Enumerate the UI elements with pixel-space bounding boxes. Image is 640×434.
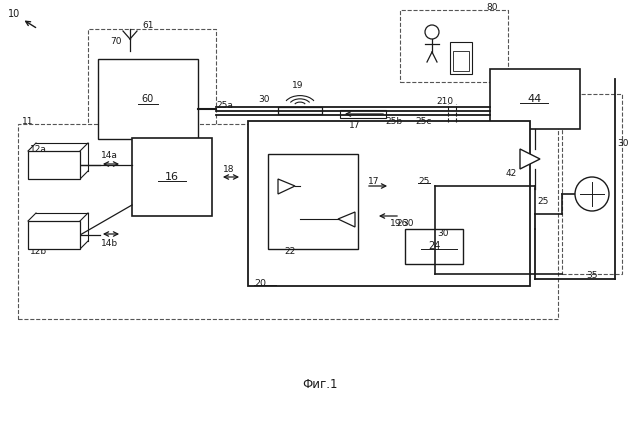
Bar <box>98 59 198 139</box>
Bar <box>132 138 212 216</box>
Text: 24: 24 <box>428 241 440 251</box>
Bar <box>28 151 80 179</box>
Text: 10: 10 <box>8 9 20 19</box>
Bar <box>562 94 622 274</box>
Polygon shape <box>278 179 295 194</box>
Text: 17: 17 <box>368 177 380 185</box>
Text: 18: 18 <box>223 164 234 174</box>
Text: 25b: 25b <box>385 118 402 126</box>
Bar <box>405 229 463 264</box>
Text: 25: 25 <box>418 177 429 185</box>
Text: Фиг.1: Фиг.1 <box>302 378 338 391</box>
Polygon shape <box>520 149 540 169</box>
Polygon shape <box>338 212 355 227</box>
Text: 61: 61 <box>142 22 154 30</box>
Text: 12a: 12a <box>30 145 47 154</box>
Bar <box>88 29 216 149</box>
Text: 14a: 14a <box>101 151 118 161</box>
Text: 20: 20 <box>254 279 266 287</box>
Bar <box>450 42 472 74</box>
Text: 25a: 25a <box>216 101 233 109</box>
Text: 42: 42 <box>506 170 517 178</box>
Text: 19: 19 <box>390 220 401 228</box>
Text: 22: 22 <box>284 247 296 256</box>
Bar <box>248 121 530 286</box>
Text: 30: 30 <box>617 139 628 148</box>
Text: 26: 26 <box>396 220 408 228</box>
Bar <box>268 154 358 249</box>
Bar <box>453 51 469 71</box>
Text: 30: 30 <box>437 230 449 239</box>
Text: 19: 19 <box>292 82 304 91</box>
Text: 12b: 12b <box>30 247 47 256</box>
Text: 60: 60 <box>142 94 154 104</box>
Text: 30: 30 <box>402 220 413 228</box>
Text: 17: 17 <box>349 121 361 129</box>
Text: 14b: 14b <box>101 240 118 249</box>
Bar <box>28 221 80 249</box>
Text: 35: 35 <box>586 272 598 280</box>
Circle shape <box>425 25 439 39</box>
Text: 44: 44 <box>528 94 542 104</box>
Text: 11: 11 <box>22 116 33 125</box>
Text: 210: 210 <box>436 96 454 105</box>
Text: 30: 30 <box>258 95 269 103</box>
Circle shape <box>575 177 609 211</box>
Text: 80: 80 <box>486 3 498 13</box>
Bar <box>278 107 322 114</box>
Bar <box>340 110 386 118</box>
Bar <box>18 124 558 319</box>
Bar <box>400 10 508 82</box>
Text: 25: 25 <box>537 197 548 207</box>
Text: 16: 16 <box>165 172 179 182</box>
Text: 25c: 25c <box>415 118 431 126</box>
Text: 70: 70 <box>110 36 122 46</box>
Bar <box>490 69 580 129</box>
